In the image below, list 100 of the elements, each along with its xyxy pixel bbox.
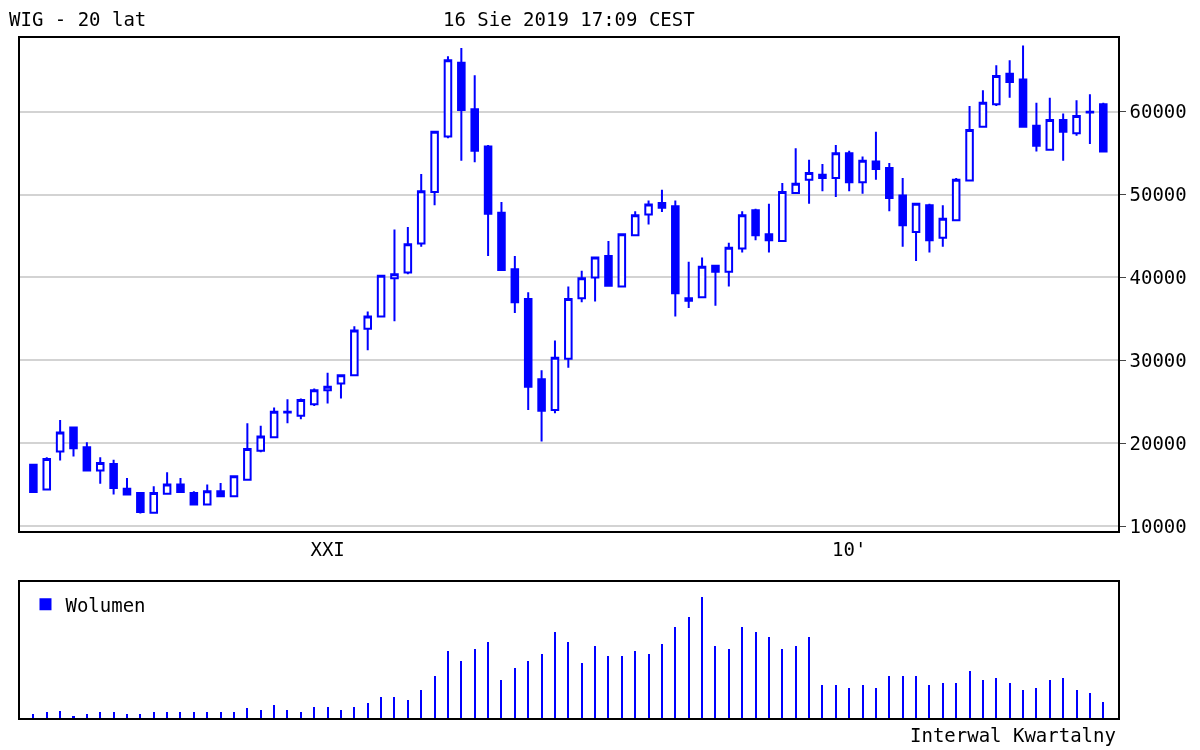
bar bbox=[340, 710, 342, 718]
candlestick bbox=[965, 104, 974, 182]
candlestick bbox=[550, 339, 560, 415]
bar bbox=[86, 714, 88, 718]
candlestick bbox=[1045, 96, 1055, 151]
candlestick bbox=[684, 260, 693, 310]
bar bbox=[139, 714, 141, 718]
bar bbox=[902, 676, 904, 718]
candlestick bbox=[296, 397, 306, 421]
bar bbox=[233, 712, 235, 718]
candlestick bbox=[1058, 112, 1068, 162]
bar bbox=[32, 714, 34, 718]
candlestick bbox=[470, 74, 479, 164]
candlestick bbox=[791, 147, 800, 194]
bar bbox=[741, 627, 743, 718]
bar bbox=[367, 703, 369, 718]
candlestick bbox=[804, 158, 814, 205]
candlestick bbox=[430, 129, 439, 207]
candlestick bbox=[82, 441, 92, 472]
legend-label: Wolumen bbox=[65, 593, 146, 616]
candlestick bbox=[1072, 99, 1081, 137]
candlestick bbox=[644, 199, 653, 226]
bar bbox=[193, 712, 195, 718]
bar bbox=[514, 668, 516, 718]
candlestick bbox=[1032, 101, 1041, 153]
bar bbox=[300, 712, 302, 718]
y-tick-label: 10000 bbox=[1129, 514, 1187, 537]
candlestick bbox=[376, 274, 386, 318]
candlestick bbox=[992, 64, 1001, 107]
candlestick bbox=[858, 155, 867, 195]
candlestick bbox=[55, 418, 65, 462]
bar bbox=[500, 680, 502, 718]
candlestick bbox=[831, 143, 841, 199]
bar bbox=[701, 597, 703, 718]
candlestick bbox=[564, 285, 573, 369]
candlestick bbox=[630, 210, 640, 237]
bar bbox=[99, 712, 101, 718]
bar bbox=[153, 712, 155, 718]
bar bbox=[714, 646, 716, 718]
candlestick bbox=[350, 325, 359, 377]
y-tick-label: 40000 bbox=[1129, 266, 1187, 289]
candlestick bbox=[925, 202, 934, 254]
candlestick bbox=[1099, 101, 1108, 153]
candlestick bbox=[256, 424, 266, 454]
bar bbox=[434, 676, 436, 718]
candlestick bbox=[416, 172, 426, 248]
bar bbox=[46, 712, 48, 718]
candlestick bbox=[403, 225, 413, 276]
bar bbox=[1062, 678, 1064, 718]
bar bbox=[1102, 702, 1104, 718]
y-tick-label: 50000 bbox=[1129, 183, 1187, 206]
bar bbox=[286, 710, 288, 718]
bar bbox=[728, 649, 730, 718]
bar bbox=[607, 656, 609, 718]
candlestick bbox=[136, 491, 145, 515]
bar bbox=[808, 637, 810, 718]
bar bbox=[179, 712, 181, 718]
bar bbox=[634, 651, 636, 718]
candlestick bbox=[671, 199, 680, 318]
bar bbox=[661, 644, 663, 718]
bar bbox=[621, 656, 623, 718]
candlestick bbox=[443, 55, 453, 140]
bar bbox=[447, 651, 449, 718]
bar bbox=[1035, 688, 1037, 718]
bar bbox=[942, 683, 944, 718]
candlestick bbox=[751, 207, 760, 242]
bar bbox=[875, 688, 877, 718]
candlestick bbox=[243, 422, 252, 481]
candlestick bbox=[617, 233, 627, 288]
bar bbox=[928, 685, 930, 718]
bar bbox=[594, 646, 596, 718]
bar bbox=[407, 700, 409, 718]
bar bbox=[1089, 693, 1091, 718]
bar bbox=[1049, 680, 1051, 718]
bar bbox=[313, 707, 315, 718]
bar bbox=[781, 649, 783, 718]
candlestick bbox=[951, 177, 961, 223]
x-tick-label: XXI bbox=[310, 537, 345, 560]
bar bbox=[113, 712, 115, 718]
candlestick bbox=[604, 240, 613, 287]
bar bbox=[460, 661, 462, 718]
candlestick bbox=[497, 201, 506, 271]
candlestick bbox=[778, 182, 787, 242]
bar bbox=[795, 646, 797, 718]
bar bbox=[206, 712, 208, 718]
y-tick-label: 30000 bbox=[1129, 348, 1187, 371]
text: Interwal Kwartalny bbox=[910, 724, 1116, 746]
candlestick bbox=[457, 46, 466, 162]
bar bbox=[126, 714, 128, 718]
bar bbox=[353, 707, 355, 718]
bar bbox=[969, 671, 971, 718]
candlestick bbox=[109, 458, 118, 496]
candlestick bbox=[1018, 44, 1028, 128]
bar bbox=[1076, 690, 1078, 718]
bar bbox=[166, 712, 168, 718]
candlestick bbox=[363, 310, 372, 352]
candlestick bbox=[938, 204, 948, 248]
candlestick bbox=[95, 456, 105, 485]
bar bbox=[848, 688, 850, 718]
y-tick-label: 20000 bbox=[1129, 431, 1187, 454]
